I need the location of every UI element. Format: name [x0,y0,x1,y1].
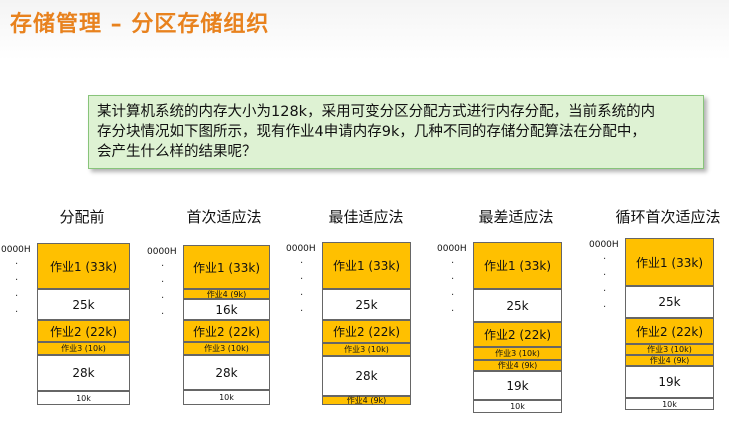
memory-block: 作业3 (10k) [625,344,714,355]
memory-block: 19k [473,371,562,400]
memory-block: 作业2 (22k) [625,318,714,344]
start-address: 0000H [437,244,467,254]
dot: · [451,258,455,269]
memory-block: 25k [473,289,562,322]
dot: · [603,286,607,297]
dot: · [15,291,19,302]
memory-block: 作业1 (33k) [322,242,411,289]
diagram-label: 首次适应法 [186,208,262,226]
memory-block: 10k [37,391,130,405]
memory-block: 25k [37,289,130,320]
memory-block: 28k [37,355,130,391]
memory-block: 作业2 (22k) [37,320,130,342]
dot: · [300,306,304,317]
dot: · [161,277,165,288]
start-address: 0000H [589,240,619,250]
start-address: 0000H [147,247,177,257]
memory-block: 作业4 (9k) [473,360,562,371]
memory-block: 10k [183,390,270,405]
dot: · [161,261,165,272]
diagram-label: 分配前 [59,208,105,226]
start-address: 0000H [286,244,316,254]
memory-block: 25k [625,286,714,318]
memory-block: 作业1 (33k) [625,238,714,286]
memory-block: 28k [322,356,411,396]
memory-block: 16k [183,299,270,320]
question-line: 某计算机系统的内存大小为128k，采用可变分区分配方式进行内存分配，当前系统的内 [97,104,656,120]
dot: · [603,254,607,265]
question-line: 会产生什么样的结果呢？ [97,144,257,160]
memory-block: 28k [183,355,270,390]
memory-block: 作业1 (33k) [473,242,562,289]
memory-block: 作业3 (10k) [37,342,130,355]
memory-block: 作业4 (9k) [183,289,270,299]
memory-block: 作业3 (10k) [473,347,562,360]
dot: · [15,275,19,286]
memory-block: 作业1 (33k) [183,245,270,289]
memory-block: 10k [625,398,714,410]
dot: · [451,274,455,285]
diagram-label: 最差适应法 [478,208,554,226]
memory-block: 作业2 (22k) [322,320,411,343]
memory-block: 10k [473,400,562,413]
dot: · [161,309,165,320]
dot: · [15,259,19,270]
dot: · [451,306,455,317]
memory-block: 作业3 (10k) [322,343,411,356]
dot: · [603,302,607,313]
diagram-label: 最佳适应法 [328,208,404,226]
memory-block: 作业2 (22k) [183,320,270,342]
dot: · [15,307,19,318]
dot: · [300,290,304,301]
memory-block: 作业1 (33k) [37,243,130,289]
dot: · [603,270,607,281]
dot: · [300,274,304,285]
slide-title: 存储管理 – 分区存储组织 [10,12,270,37]
dot: · [300,258,304,269]
memory-block: 作业4 (9k) [625,355,714,366]
question-line: 存分块情况如下图所示，现有作业4申请内存9k，几种不同的存储分配算法在分配中， [97,124,646,140]
memory-block: 作业4 (9k) [322,396,411,405]
memory-block: 19k [625,366,714,398]
question-box: 某计算机系统的内存大小为128k，采用可变分区分配方式进行内存分配，当前系统的内… [88,95,704,169]
diagram-label: 循环首次适应法 [615,208,721,226]
memory-block: 作业2 (22k) [473,322,562,347]
dot: · [451,290,455,301]
start-address: 0000H [1,245,31,255]
memory-block: 25k [322,289,411,320]
memory-block: 作业3 (10k) [183,342,270,355]
dot: · [161,293,165,304]
